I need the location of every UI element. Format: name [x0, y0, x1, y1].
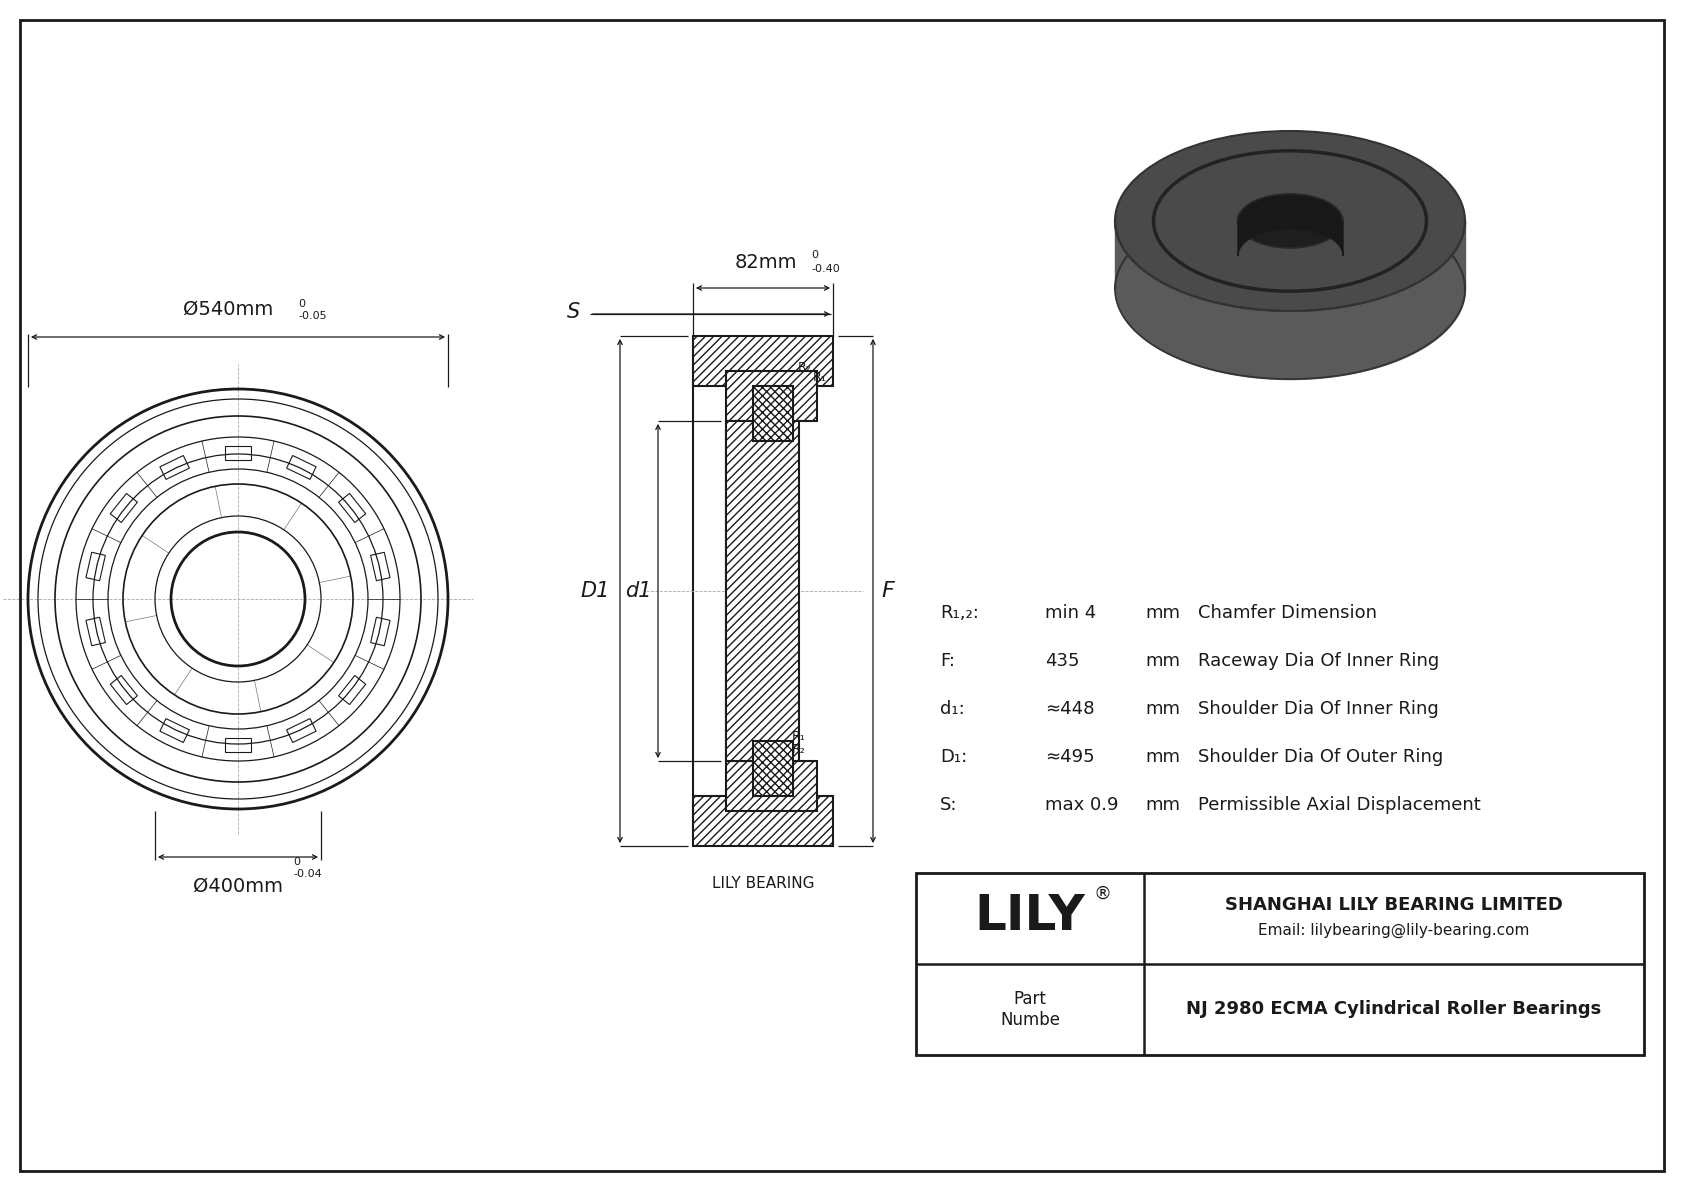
Text: 435: 435: [1046, 651, 1079, 671]
Text: S:: S:: [940, 796, 958, 813]
Text: Part
Numbe: Part Numbe: [1000, 990, 1059, 1029]
Bar: [338, 493, 365, 523]
Bar: [286, 455, 317, 480]
Text: R₂: R₂: [791, 743, 805, 756]
Bar: [86, 553, 106, 581]
Bar: [109, 675, 138, 705]
Text: 0: 0: [812, 250, 818, 260]
Text: min 4: min 4: [1046, 604, 1096, 622]
Text: 82mm: 82mm: [734, 252, 797, 272]
Text: Chamfer Dimension: Chamfer Dimension: [1197, 604, 1378, 622]
Text: ®: ®: [1093, 885, 1111, 903]
Text: Email: lilybearing@lily-bearing.com: Email: lilybearing@lily-bearing.com: [1258, 923, 1529, 939]
Text: LILY BEARING: LILY BEARING: [712, 877, 815, 891]
Bar: [338, 675, 365, 705]
Text: Shoulder Dia Of Inner Ring: Shoulder Dia Of Inner Ring: [1197, 700, 1438, 718]
Text: d1: d1: [625, 581, 652, 601]
Ellipse shape: [1238, 194, 1342, 248]
Bar: [694, 336, 834, 386]
Text: NJ 2980 ECMA Cylindrical Roller Bearings: NJ 2980 ECMA Cylindrical Roller Bearings: [1186, 1000, 1601, 1018]
Text: SHANGHAI LILY BEARING LIMITED: SHANGHAI LILY BEARING LIMITED: [1224, 896, 1563, 913]
Bar: [753, 386, 793, 441]
Text: D1: D1: [581, 581, 610, 601]
Bar: [160, 718, 189, 742]
Text: -0.04: -0.04: [293, 869, 322, 879]
Text: LILY: LILY: [975, 892, 1086, 941]
Text: R₁: R₁: [791, 730, 805, 743]
Bar: [726, 420, 798, 761]
Text: mm: mm: [1145, 700, 1180, 718]
Bar: [694, 796, 834, 846]
Text: mm: mm: [1145, 651, 1180, 671]
Text: d₁:: d₁:: [940, 700, 965, 718]
Text: mm: mm: [1145, 796, 1180, 813]
Text: R₂: R₂: [798, 361, 812, 374]
Bar: [286, 718, 317, 742]
Text: mm: mm: [1145, 604, 1180, 622]
Bar: [726, 761, 817, 811]
Text: Raceway Dia Of Inner Ring: Raceway Dia Of Inner Ring: [1197, 651, 1440, 671]
Text: F:: F:: [940, 651, 955, 671]
Bar: [160, 455, 189, 480]
Text: max 0.9: max 0.9: [1046, 796, 1118, 813]
Text: S: S: [568, 303, 579, 322]
Text: R₁,₂:: R₁,₂:: [940, 604, 978, 622]
Text: 0: 0: [298, 299, 305, 308]
Bar: [726, 372, 817, 420]
Bar: [753, 741, 793, 796]
Text: -0.40: -0.40: [812, 264, 840, 274]
Ellipse shape: [1115, 131, 1465, 311]
Bar: [226, 445, 251, 460]
Bar: [109, 493, 138, 523]
Text: Ø540mm: Ø540mm: [184, 300, 273, 319]
Text: ≈448: ≈448: [1046, 700, 1095, 718]
Text: D₁:: D₁:: [940, 748, 967, 766]
Text: mm: mm: [1145, 748, 1180, 766]
Bar: [370, 617, 391, 646]
Bar: [370, 553, 391, 581]
Text: -0.05: -0.05: [298, 311, 327, 322]
Text: R₁: R₁: [813, 372, 827, 384]
Bar: [86, 617, 106, 646]
Text: 0: 0: [293, 858, 300, 867]
Text: F: F: [881, 581, 894, 601]
Bar: [226, 738, 251, 752]
Bar: [916, 873, 1644, 1055]
Text: Shoulder Dia Of Outer Ring: Shoulder Dia Of Outer Ring: [1197, 748, 1443, 766]
Text: Permissible Axial Displacement: Permissible Axial Displacement: [1197, 796, 1480, 813]
Text: ≈495: ≈495: [1046, 748, 1095, 766]
Text: Ø400mm: Ø400mm: [194, 877, 283, 896]
